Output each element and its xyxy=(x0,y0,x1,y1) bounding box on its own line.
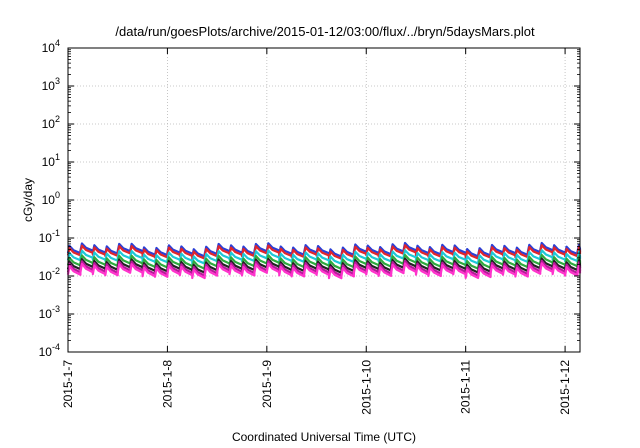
x-tick-label: 2015-1-9 xyxy=(260,360,274,408)
y-axis-label: cGy/day xyxy=(21,178,35,222)
x-tick-label: 2015-1-11 xyxy=(459,360,473,414)
axis-ticks xyxy=(67,47,580,353)
x-tick-label: 2015-1-12 xyxy=(558,360,572,415)
x-axis-label: Coordinated Universal Time (UTC) xyxy=(232,430,416,444)
series-layer xyxy=(66,241,582,280)
x-tick-label: 2015-1-8 xyxy=(160,360,174,408)
x-tick-labels: 2015-1-7 2015-1-8 2015-1-9 2015-1-10 2015-1-… xyxy=(61,360,572,415)
y-tick-label: 101 xyxy=(42,152,60,169)
x-tick-label: 2015-1-7 xyxy=(61,360,75,408)
grid-lines xyxy=(68,48,580,352)
y-tick-label: 10-4 xyxy=(39,342,60,359)
y-tick-label: 10-1 xyxy=(39,228,60,245)
y-tick-label: 102 xyxy=(42,114,60,131)
y-tick-label: 104 xyxy=(42,38,60,55)
y-tick-label: 100 xyxy=(42,190,60,207)
x-tick-label: 2015-1-10 xyxy=(359,360,373,415)
chart-title: /data/run/goesPlots/archive/2015-01-12/0… xyxy=(115,24,535,39)
y-tick-label: 10-2 xyxy=(39,266,60,283)
y-tick-labels: 10-4 10-3 10-2 10-1 100 101 102 103 104 xyxy=(39,38,60,359)
series-line-7 xyxy=(66,262,582,280)
y-tick-label: 103 xyxy=(42,76,60,93)
y-tick-label: 10-3 xyxy=(39,304,60,321)
